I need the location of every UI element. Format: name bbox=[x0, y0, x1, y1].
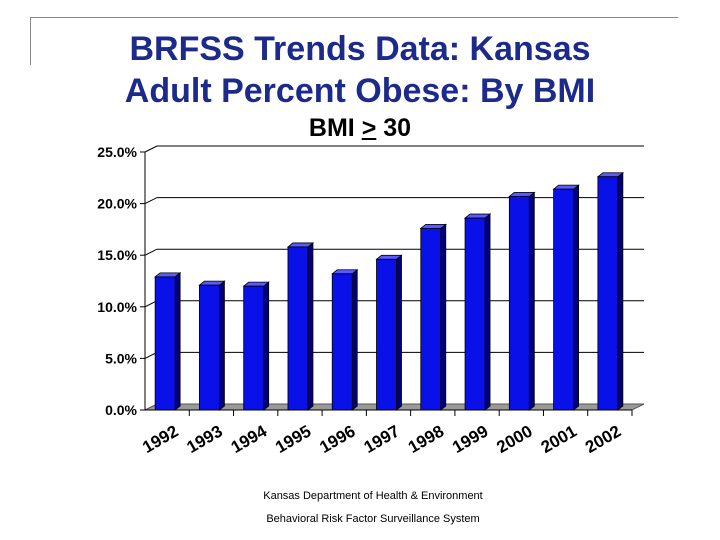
bar-side bbox=[174, 272, 181, 411]
y-tick-label: 10.0% bbox=[97, 299, 137, 315]
y-tick-label: 25.0% bbox=[97, 144, 137, 160]
slide-title: BRFSS Trends Data: Kansas Adult Percent … bbox=[0, 28, 720, 112]
bar bbox=[508, 195, 530, 411]
bar-side bbox=[263, 281, 270, 411]
bar bbox=[154, 276, 176, 411]
y-tick-label: 5.0% bbox=[105, 350, 137, 366]
bar-top bbox=[508, 191, 536, 197]
bar-top bbox=[375, 254, 403, 260]
gridline bbox=[144, 197, 644, 205]
chart-subtitle: BMI > 30 bbox=[0, 114, 720, 143]
bar-top bbox=[419, 223, 447, 229]
x-tick-label: 1994 bbox=[228, 421, 271, 457]
slide-top-rule bbox=[30, 17, 678, 18]
bar bbox=[331, 273, 353, 411]
bar bbox=[243, 285, 265, 411]
bar-side bbox=[351, 268, 358, 411]
bar bbox=[287, 246, 309, 411]
x-tick-label: 2001 bbox=[538, 422, 580, 457]
bar-top bbox=[596, 172, 625, 178]
x-tick-label: 2002 bbox=[582, 422, 624, 457]
subtitle-symbol: > bbox=[361, 114, 377, 142]
bar bbox=[376, 258, 397, 411]
bar-side bbox=[528, 191, 535, 411]
x-tick-label: 1999 bbox=[449, 422, 491, 457]
footer-line-1: Kansas Department of Health & Environmen… bbox=[263, 490, 483, 502]
bar bbox=[597, 176, 619, 411]
bar-side bbox=[573, 184, 579, 411]
x-tick-label: 1997 bbox=[361, 422, 403, 457]
bar-top bbox=[153, 272, 182, 278]
bar-top bbox=[198, 280, 226, 286]
bar-side bbox=[440, 223, 447, 411]
bar-side bbox=[219, 280, 225, 411]
bar-top bbox=[463, 213, 492, 219]
slide-left-rule bbox=[30, 17, 31, 65]
bar-top bbox=[242, 281, 270, 287]
x-tick-label: 1998 bbox=[405, 422, 447, 457]
footer-line-2: Behavioral Risk Factor Surveillance Syst… bbox=[266, 513, 480, 525]
subtitle-prefix: BMI bbox=[308, 114, 362, 142]
y-tick-label: 0.0% bbox=[105, 402, 137, 418]
bar-side bbox=[617, 171, 624, 411]
bar-side bbox=[307, 242, 314, 411]
x-tick-label: 1995 bbox=[272, 422, 314, 457]
bar bbox=[199, 284, 220, 411]
y-tick-label: 20.0% bbox=[97, 196, 137, 212]
bar-top bbox=[552, 184, 580, 190]
bar-side bbox=[484, 213, 491, 411]
x-tick-label: 1996 bbox=[316, 422, 358, 457]
bar bbox=[553, 188, 574, 411]
bar bbox=[464, 217, 486, 411]
title-line-1: BRFSS Trends Data: Kansas bbox=[129, 30, 591, 68]
bar bbox=[420, 227, 442, 411]
bar-top bbox=[286, 242, 315, 248]
bar-side bbox=[396, 254, 402, 411]
bar-top bbox=[331, 269, 359, 275]
gridline bbox=[144, 145, 644, 153]
x-tick-label: 1993 bbox=[184, 422, 226, 457]
title-line-2: Adult Percent Obese: By BMI bbox=[124, 72, 596, 110]
x-tick-label: 1992 bbox=[139, 422, 181, 457]
x-tick-label: 2000 bbox=[493, 422, 535, 457]
y-tick-label: 15.0% bbox=[97, 247, 137, 263]
subtitle-suffix: 30 bbox=[376, 114, 412, 142]
